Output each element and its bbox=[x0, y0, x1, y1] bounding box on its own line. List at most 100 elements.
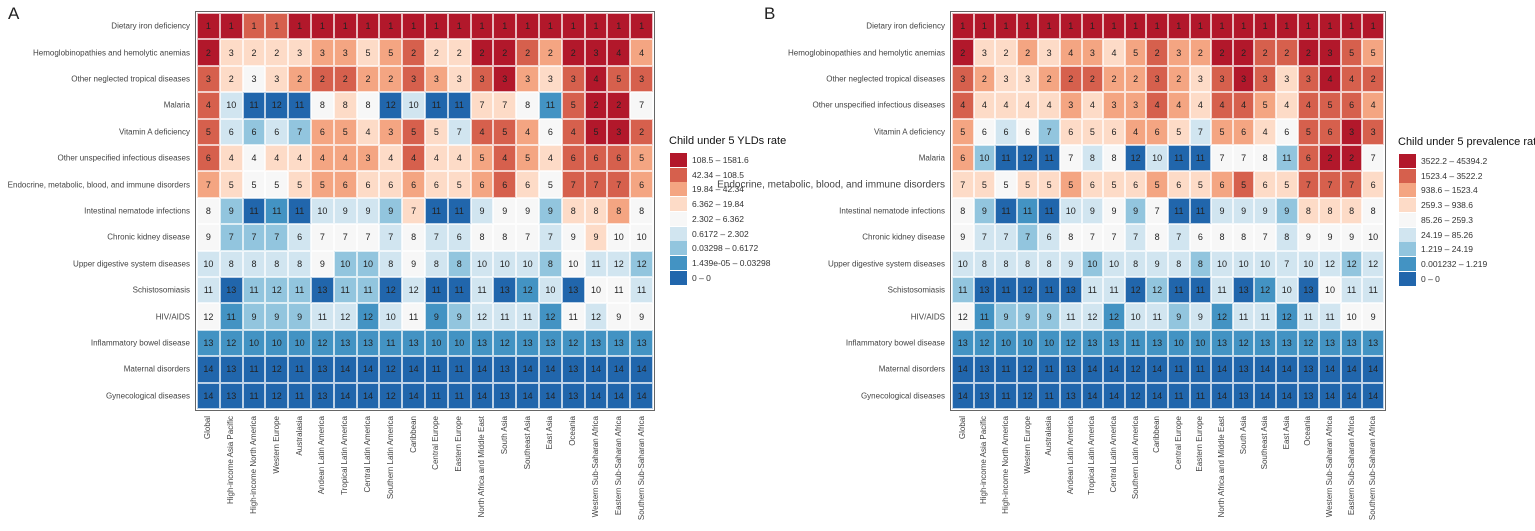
heatmap-cell: 10 bbox=[607, 224, 631, 251]
heatmap-cell: 10 bbox=[630, 224, 653, 251]
heatmap-cell: 2 bbox=[356, 65, 380, 93]
heatmap-cell: 10 bbox=[1340, 303, 1363, 330]
heatmap-cell: 1 bbox=[1146, 13, 1168, 40]
heatmap-cell: 6 bbox=[1124, 171, 1147, 198]
heatmap-cell: 3 bbox=[1211, 65, 1233, 93]
heatmap-cell: 14 bbox=[1362, 382, 1384, 409]
heatmap-cell: 3 bbox=[379, 118, 403, 145]
row-label: Hemoglobinopathies and hemolytic anemias bbox=[33, 48, 190, 58]
heatmap-cell: 4 bbox=[1232, 92, 1255, 119]
heatmap-cell: 10 bbox=[1146, 145, 1168, 172]
heatmap-cell: 9 bbox=[219, 197, 243, 225]
heatmap-cell: 1 bbox=[197, 13, 220, 40]
heatmap-cell: 1 bbox=[379, 13, 403, 40]
column-label: Oceania bbox=[1303, 416, 1313, 446]
heatmap-cell: 9 bbox=[1168, 303, 1190, 330]
heatmap-cell: 8 bbox=[402, 224, 425, 251]
heatmap-cell: 3 bbox=[470, 65, 494, 93]
row-label: Upper digestive system diseases bbox=[73, 259, 190, 269]
heatmap-cell: 3 bbox=[1297, 65, 1320, 93]
column-label: Southern Latin America bbox=[385, 416, 395, 500]
heatmap-cell: 14 bbox=[1254, 382, 1276, 409]
heatmap-cell: 9 bbox=[1124, 197, 1147, 225]
heatmap-cell: 11 bbox=[1189, 145, 1212, 172]
heatmap-cell: 3 bbox=[1362, 118, 1384, 145]
heatmap-cell: 6 bbox=[311, 118, 334, 145]
legend-label: 42.34 – 108.5 bbox=[692, 169, 744, 180]
heatmap-cell: 14 bbox=[1319, 382, 1341, 409]
heatmap-cell: 8 bbox=[1276, 224, 1298, 251]
heatmap-cell: 1 bbox=[973, 13, 996, 40]
heatmap-cell: 9 bbox=[995, 303, 1017, 330]
heatmap-cell: 1 bbox=[333, 13, 357, 40]
heatmap-cell: 5 bbox=[973, 171, 996, 198]
heatmap-cell: 11 bbox=[333, 277, 357, 304]
heatmap-cell: 14 bbox=[607, 382, 631, 409]
heatmap-cell: 11 bbox=[470, 277, 494, 304]
heatmap-cell: 2 bbox=[1124, 65, 1147, 93]
heatmap-cell: 11 bbox=[1189, 382, 1212, 409]
heatmap-cell: 14 bbox=[1103, 382, 1125, 409]
heatmap-cell: 1 bbox=[470, 13, 494, 40]
heatmap-cell: 3 bbox=[1189, 65, 1212, 93]
heatmap-cell: 7 bbox=[561, 171, 585, 198]
column-label: South Asia bbox=[1238, 416, 1248, 455]
legend-swatch bbox=[1399, 256, 1416, 271]
heatmap-cell: 4 bbox=[311, 145, 334, 172]
heatmap-cell: 10 bbox=[1060, 197, 1082, 225]
heatmap-cell: 9 bbox=[630, 303, 653, 330]
heatmap-cell: 13 bbox=[607, 329, 631, 357]
row-label: Upper digestive system diseases bbox=[828, 259, 945, 269]
heatmap-cell: 7 bbox=[1016, 224, 1039, 251]
heatmap-cell: 14 bbox=[470, 382, 494, 409]
legend-label: 24.19 – 85.26 bbox=[1421, 229, 1473, 240]
heatmap-cell: 13 bbox=[1362, 329, 1384, 357]
heatmap-cell: 2 bbox=[584, 92, 608, 119]
heatmap-cell: 6 bbox=[1081, 171, 1104, 198]
heatmap-cell: 13 bbox=[561, 277, 585, 304]
heatmap-cell: 11 bbox=[1168, 197, 1190, 225]
heatmap-cell: 2 bbox=[1319, 145, 1341, 172]
legend-label: 0.001232 – 1.219 bbox=[1421, 258, 1488, 269]
heatmap-cell: 8 bbox=[333, 92, 357, 119]
heatmap-cell: 13 bbox=[1254, 329, 1276, 357]
heatmap-cell: 1 bbox=[516, 13, 539, 40]
heatmap-cell: 12 bbox=[1124, 382, 1147, 409]
heatmap-cell: 6 bbox=[1016, 118, 1039, 145]
heatmap-cell: 13 bbox=[333, 329, 357, 357]
heatmap-cell: 7 bbox=[973, 224, 996, 251]
row-label: Intestinal nematode infections bbox=[84, 206, 190, 216]
heatmap-cell: 11 bbox=[995, 356, 1017, 383]
column-label: Western Sub-Saharan Africa bbox=[591, 416, 600, 518]
heatmap-cell: 4 bbox=[607, 39, 631, 66]
heatmap-cell: 9 bbox=[447, 303, 471, 330]
row-label: Schistosomiasis bbox=[132, 285, 190, 295]
heatmap-cell: 1 bbox=[288, 13, 311, 40]
heatmap-cell: 12 bbox=[379, 92, 403, 119]
heatmap-cell: 12 bbox=[1297, 329, 1320, 357]
heatmap-cell: 14 bbox=[333, 382, 357, 409]
heatmap-cell: 1 bbox=[425, 13, 448, 40]
heatmap-cell: 9 bbox=[493, 197, 517, 225]
heatmap-cell: 4 bbox=[1081, 92, 1104, 119]
heatmap-cell: 8 bbox=[1016, 250, 1039, 277]
heatmap-cell: 9 bbox=[952, 224, 974, 251]
heatmap-cell: 1 bbox=[356, 13, 380, 40]
heatmap-cell: 10 bbox=[539, 277, 562, 304]
heatmap-cell: 13 bbox=[561, 382, 585, 409]
heatmap-cell: 9 bbox=[539, 197, 562, 225]
heatmap-cell: 13 bbox=[219, 382, 243, 409]
heatmap-cell: 7 bbox=[607, 171, 631, 198]
heatmap-cell: 4 bbox=[379, 145, 403, 172]
heatmap-cell: 11 bbox=[447, 356, 471, 383]
row-label: Endocrine, metabolic, blood, and immune … bbox=[7, 180, 190, 190]
heatmap-cell: 5 bbox=[379, 39, 403, 66]
column-label: Southern Latin America bbox=[1130, 416, 1140, 500]
heatmap-cell: 14 bbox=[1081, 356, 1104, 383]
heatmap-cell: 10 bbox=[1038, 329, 1060, 357]
heatmap-cell: 6 bbox=[630, 171, 653, 198]
heatmap-cell: 8 bbox=[1232, 224, 1255, 251]
heatmap-cell: 4 bbox=[1016, 92, 1039, 119]
heatmap-cell: 2 bbox=[1211, 39, 1233, 66]
heatmap-cell: 2 bbox=[1232, 39, 1255, 66]
